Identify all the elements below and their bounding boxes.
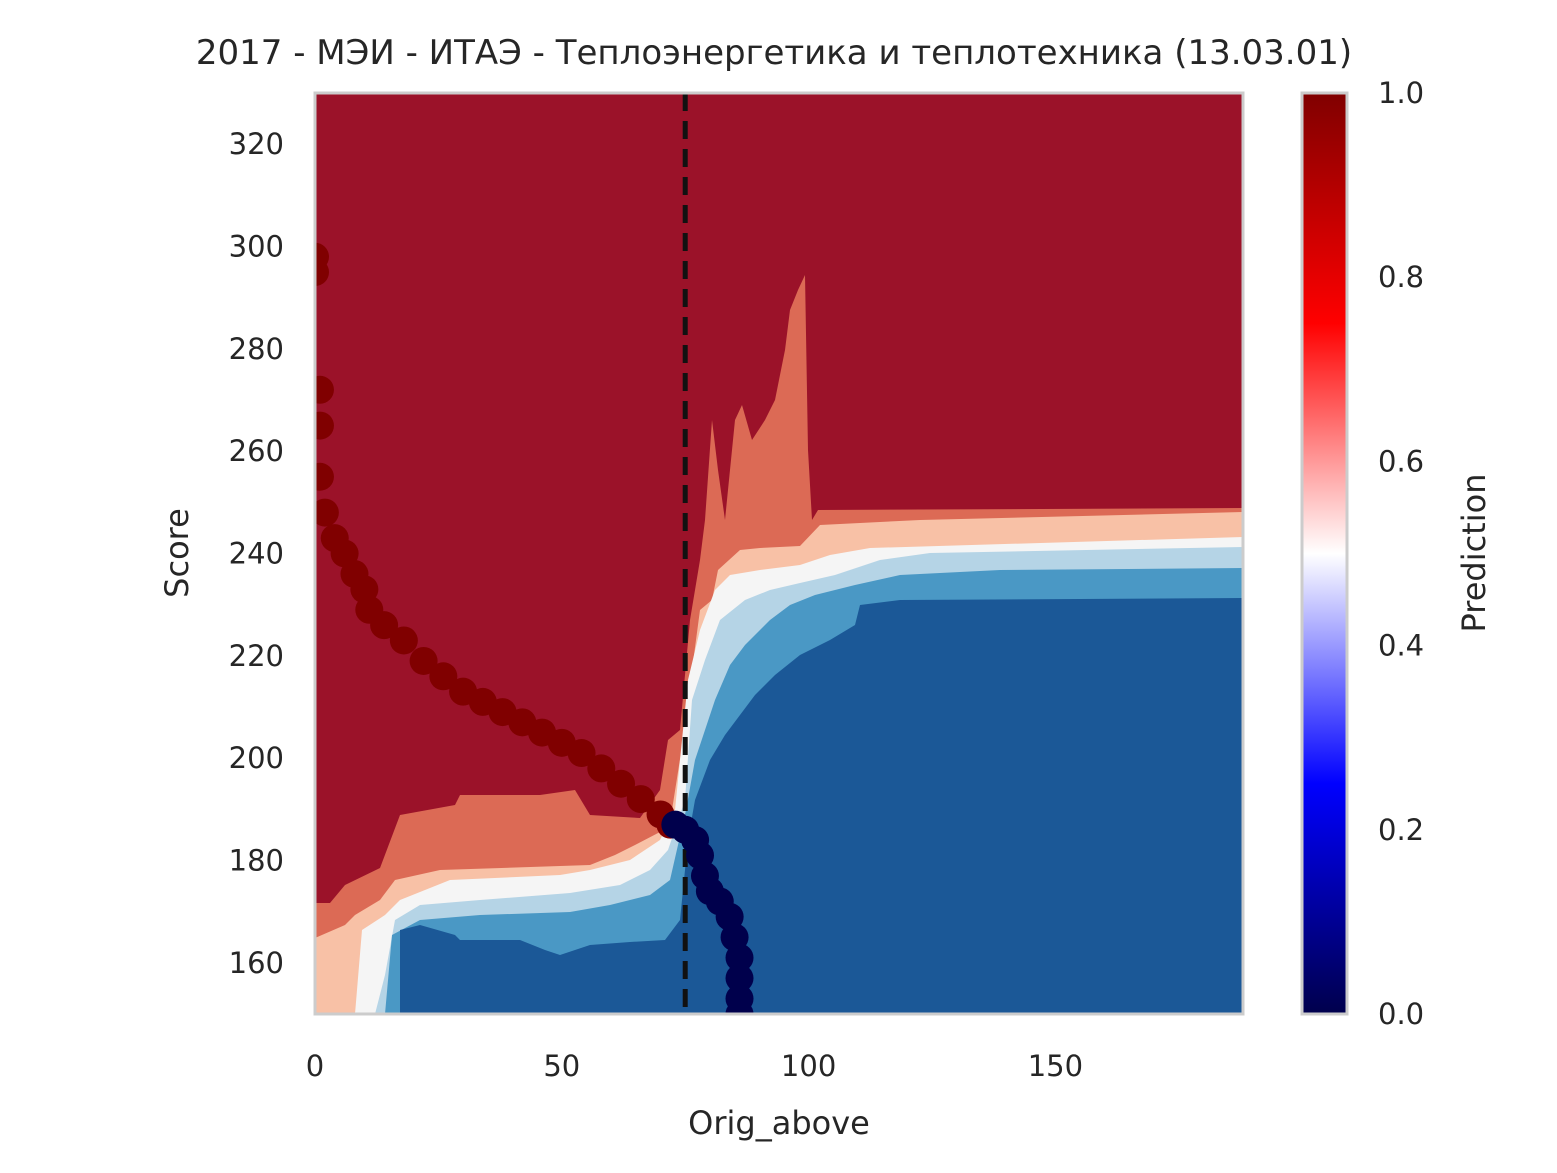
data-point — [389, 626, 418, 655]
y-axis: 160 180 200 220 240 260 280 300 320 — [229, 127, 284, 980]
data-point — [315, 258, 329, 287]
y-tick-label: 300 — [229, 230, 284, 264]
x-tick-label: 100 — [781, 1049, 836, 1083]
plot-frame — [313, 91, 1245, 1016]
colorbar-tick-label: 1.0 — [1378, 76, 1424, 110]
y-axis-label: Score — [158, 508, 196, 598]
y-tick-label: 320 — [229, 127, 284, 161]
colorbar-gradient — [1300, 91, 1349, 1016]
data-point — [725, 1000, 754, 1014]
colorbar-tick-label: 0.6 — [1378, 444, 1424, 478]
colorbar-tick-label: 0.2 — [1378, 813, 1424, 847]
data-point — [315, 375, 334, 404]
x-axis-label: Orig_above — [688, 1104, 870, 1142]
data-point — [409, 646, 438, 675]
y-tick-label: 220 — [229, 639, 284, 673]
y-tick-label: 200 — [229, 741, 284, 775]
y-tick-label: 160 — [229, 946, 284, 980]
x-axis: 0 50 100 150 — [306, 1049, 1083, 1083]
data-point — [725, 943, 754, 972]
data-point — [587, 754, 616, 783]
colorbar-label: Prediction — [1455, 474, 1493, 633]
x-tick-label: 150 — [1028, 1049, 1083, 1083]
data-point — [315, 411, 334, 440]
data-point — [567, 739, 596, 768]
y-tick-label: 260 — [229, 434, 284, 468]
plot-area — [315, 93, 1243, 1014]
chart-title: 2017 - МЭИ - ИТАЭ - Теплоэнергетика и те… — [196, 33, 1352, 73]
data-point — [315, 462, 334, 491]
y-tick-label: 180 — [229, 844, 284, 878]
y-tick-label: 240 — [229, 537, 284, 571]
data-point — [626, 785, 655, 814]
prediction-points — [315, 242, 754, 1014]
data-point — [370, 611, 399, 640]
data-point — [315, 498, 339, 527]
data-point — [725, 964, 754, 993]
colorbar-tick-label: 0.4 — [1378, 629, 1424, 663]
colorbar-tick-label: 0.0 — [1378, 997, 1424, 1031]
colorbar-tick-label: 0.8 — [1378, 260, 1424, 294]
colorbar: 0.0 0.2 0.4 0.6 0.8 1.0 Prediction — [1300, 76, 1493, 1031]
x-tick-label: 0 — [306, 1049, 324, 1083]
colorbar-ticks: 0.0 0.2 0.4 0.6 0.8 1.0 — [1378, 76, 1424, 1031]
y-tick-label: 280 — [229, 332, 284, 366]
contour-region-0.0-0.14 — [400, 598, 1243, 1014]
data-point — [607, 769, 636, 798]
x-tick-label: 50 — [543, 1049, 580, 1083]
data-point — [429, 662, 458, 691]
